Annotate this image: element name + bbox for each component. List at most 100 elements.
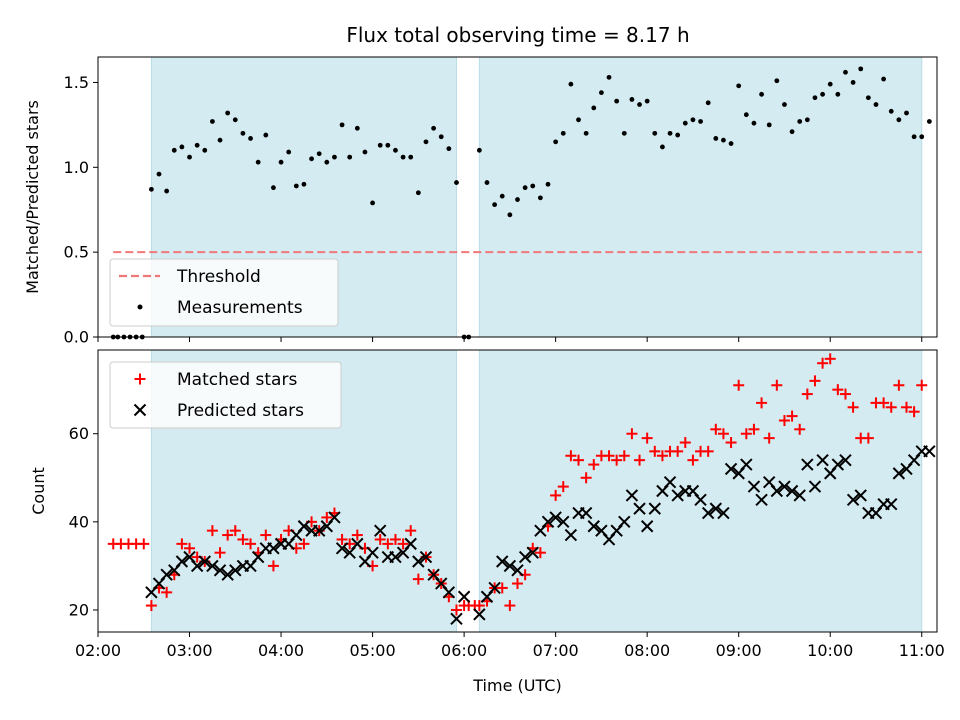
matched-star-point xyxy=(862,432,874,444)
measurement-point xyxy=(782,102,787,107)
measurement-point xyxy=(286,149,292,155)
measurement-point xyxy=(530,183,536,189)
bottom-axes-frame xyxy=(97,349,938,633)
matched-star-point xyxy=(847,401,859,413)
predicted-star-point xyxy=(923,445,936,458)
matched-star-point xyxy=(206,525,218,537)
predicted-star-point xyxy=(374,524,387,537)
predicted-star-point xyxy=(793,489,806,502)
bottom-shaded-intervals xyxy=(150,349,923,633)
predicted-star-point xyxy=(503,559,517,573)
measurement-point xyxy=(545,181,551,187)
matched-star-point xyxy=(824,353,836,365)
predicted-star-point xyxy=(206,559,219,573)
predicted-star-point xyxy=(511,564,524,577)
measurement-point xyxy=(736,83,742,89)
measurement-point xyxy=(240,130,246,136)
matched-star-point xyxy=(832,384,844,396)
predicted-star-point xyxy=(701,506,715,520)
top-y-ticks: 0.0 0.5 1.0 1.5 xyxy=(64,73,98,347)
y-tick-label: 60 xyxy=(69,424,89,443)
matched-star-point xyxy=(893,379,905,391)
matched-star-point xyxy=(710,423,722,435)
measurement-point xyxy=(446,146,452,152)
measurement-point xyxy=(148,186,154,192)
predicted-star-point xyxy=(442,586,456,599)
measurement-point xyxy=(919,134,925,140)
predicted-star-point xyxy=(801,458,814,471)
measurement-point xyxy=(492,202,498,208)
predicted-star-point xyxy=(335,542,349,555)
predicted-star-point xyxy=(747,480,761,493)
measurement-point xyxy=(278,159,284,165)
measurement-point xyxy=(499,193,505,199)
observing-interval-2 xyxy=(478,349,923,633)
predicted-legend-marker xyxy=(133,403,147,417)
measurement-point xyxy=(301,181,307,187)
measurement-point xyxy=(660,144,665,150)
x-tick-label: 05:00 xyxy=(350,641,396,660)
measurement-point xyxy=(438,134,444,140)
predicted-star-point xyxy=(488,581,501,595)
matched-star-point xyxy=(771,379,783,391)
measurement-point xyxy=(568,81,574,87)
matched-star-point xyxy=(389,533,401,545)
measurement-point xyxy=(232,117,238,123)
measurement-point xyxy=(835,91,841,97)
predicted-star-point xyxy=(297,520,311,533)
measurement-point xyxy=(522,185,528,191)
matched-star-point xyxy=(214,547,226,559)
predicted-star-point xyxy=(839,453,852,467)
measurement-point xyxy=(263,132,269,138)
measurement-point xyxy=(888,108,894,114)
measurement-point xyxy=(843,69,848,75)
top-axes-frame xyxy=(97,56,938,338)
matched-star-point xyxy=(702,445,714,457)
matched-star-point xyxy=(634,454,646,466)
measurement-point xyxy=(904,110,909,116)
predicted-star-point xyxy=(885,498,898,511)
matched-star-point xyxy=(649,445,661,457)
matched-star-point xyxy=(603,450,615,462)
predicted-star-point xyxy=(351,537,364,551)
predicted-star-point xyxy=(778,480,791,493)
predicted-star-point xyxy=(267,542,280,555)
matched-star-point xyxy=(672,445,684,457)
matched-star-point xyxy=(725,437,737,449)
measurement-point xyxy=(408,154,414,160)
bottom-panel: 20 40 60 02:00 03:00 04:00 05:00 06:00 07:00 08:… xyxy=(29,349,945,695)
predicted-star-point xyxy=(496,555,509,568)
measurement-point xyxy=(865,95,871,101)
measurement-point xyxy=(423,139,429,145)
matched-star-point xyxy=(267,560,279,572)
predicted-star-point xyxy=(419,550,433,564)
measurement-point xyxy=(873,102,879,107)
predicted-star-point xyxy=(221,568,234,581)
predicted-star-point xyxy=(785,484,799,498)
matched-star-point xyxy=(878,397,890,409)
matched-star-point xyxy=(786,410,798,422)
y-tick-label: 1.0 xyxy=(64,158,89,177)
measurement-point xyxy=(515,197,520,202)
matched-star-point xyxy=(550,489,562,501)
bottom-y-ticks: 20 40 60 xyxy=(69,424,98,619)
matched-star-point xyxy=(245,538,257,550)
matched-star-point xyxy=(717,428,729,440)
predicted-star-point xyxy=(694,493,707,507)
measurement-point xyxy=(400,154,406,160)
measurement-point xyxy=(324,159,330,165)
measurement-point xyxy=(171,147,177,153)
predicted-star-point xyxy=(579,506,593,520)
predicted-star-point xyxy=(160,568,173,581)
x-tick-label: 09:00 xyxy=(716,641,762,660)
predicted-stars-points xyxy=(145,445,936,625)
measurement-point xyxy=(812,95,818,101)
matched-star-point xyxy=(618,450,630,462)
y-tick-label: 20 xyxy=(69,600,89,619)
measurement-point xyxy=(377,142,383,148)
matched-star-point xyxy=(351,529,363,541)
matched-star-point xyxy=(611,454,623,466)
matched-star-point xyxy=(260,529,272,541)
matched-star-point xyxy=(336,533,348,545)
predicted-star-point xyxy=(831,458,845,471)
